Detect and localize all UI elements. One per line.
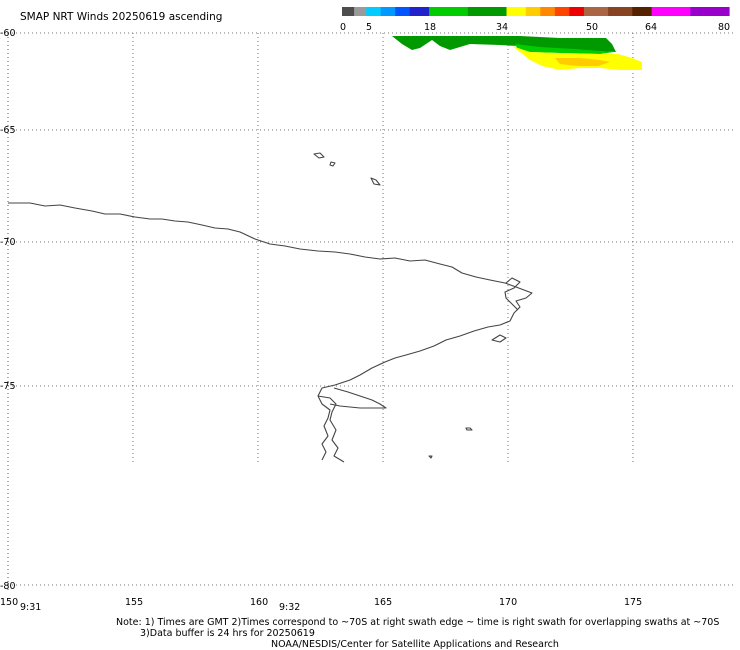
colorbar-segment-3 (380, 7, 396, 16)
colorbar-segment-7 (467, 7, 508, 16)
wind-swath-green (515, 44, 614, 54)
lon-label: 155 (125, 597, 143, 608)
colorbar-segment-0 (342, 7, 355, 16)
coastline-south (317, 395, 345, 463)
colorbar-segment-12 (569, 7, 585, 16)
wind-speed-colorbar (342, 7, 730, 16)
latitude-labels: -60 -65 -70 -75 -80 (0, 28, 16, 592)
colorbar-segment-14 (608, 7, 633, 16)
coastline-peninsula (491, 334, 507, 343)
colorbar-segment-4 (395, 7, 411, 16)
coastline-bay (504, 277, 521, 311)
wind-swath (392, 36, 642, 70)
lat-label: -70 (0, 237, 16, 248)
colorbar-segment-5 (409, 7, 430, 16)
time-label: 9:32 (279, 602, 300, 613)
lon-label: 175 (624, 597, 642, 608)
colorbar-segment-1 (354, 7, 367, 16)
island (370, 177, 381, 186)
colorbar-label-18: 18 (424, 22, 436, 33)
colorbar-segment-16 (651, 7, 691, 16)
colorbar-label-64: 64 (645, 22, 657, 33)
colorbar-label-0: 0 (340, 22, 346, 33)
island (428, 455, 433, 459)
note-credit: NOAA/NESDIS/Center for Satellite Applica… (271, 639, 559, 650)
colorbar-segment-6 (429, 7, 469, 16)
colorbar-segment-17 (690, 7, 730, 16)
island (465, 427, 473, 431)
island (329, 161, 336, 167)
island (313, 152, 325, 159)
lon-label: 150 (0, 597, 18, 608)
colorbar-segment-10 (540, 7, 556, 16)
coastline-main (8, 202, 533, 461)
lat-label: -65 (0, 125, 16, 136)
colorbar-segment-13 (583, 7, 609, 16)
antarctic-coastline (8, 152, 533, 463)
colorbar-label-80: 80 (718, 22, 730, 33)
note-line-2: 3)Data buffer is 24 hrs for 20250619 (140, 628, 315, 639)
lon-label: 160 (250, 597, 268, 608)
colorbar-label-50: 50 (586, 22, 598, 33)
time-label: 9:31 (20, 602, 41, 613)
map-notes: Note: 1) Times are GMT 2)Times correspon… (116, 617, 719, 650)
lon-label: 165 (374, 597, 392, 608)
lat-label: -80 (0, 581, 16, 592)
colorbar-segment-8 (506, 7, 527, 16)
wind-swath-green-dark (392, 36, 616, 52)
colorbar-segment-15 (632, 7, 653, 16)
map-title: SMAP NRT Winds 20250619 ascending (20, 11, 222, 23)
colorbar-label-34: 34 (496, 22, 508, 33)
colorbar-label-5: 5 (366, 22, 372, 33)
lat-label: -60 (0, 28, 16, 39)
longitude-gridlines (132, 33, 634, 465)
swath-time-labels: 9:31 9:32 (20, 602, 300, 613)
note-line-1: Note: 1) Times are GMT 2)Times correspon… (116, 617, 719, 628)
lat-label: -75 (0, 381, 16, 392)
colorbar-segment-9 (525, 7, 541, 16)
lon-label: 170 (499, 597, 517, 608)
coastline-ice-shelf (329, 387, 387, 409)
colorbar-segment-11 (554, 7, 570, 16)
colorbar-labels: 0 5 18 34 50 64 80 (340, 22, 730, 33)
colorbar-segment-2 (366, 7, 382, 16)
longitude-labels: 150 155 160 165 170 175 (0, 597, 642, 608)
wind-swath-gold (555, 58, 610, 66)
latitude-gridlines (8, 32, 735, 586)
